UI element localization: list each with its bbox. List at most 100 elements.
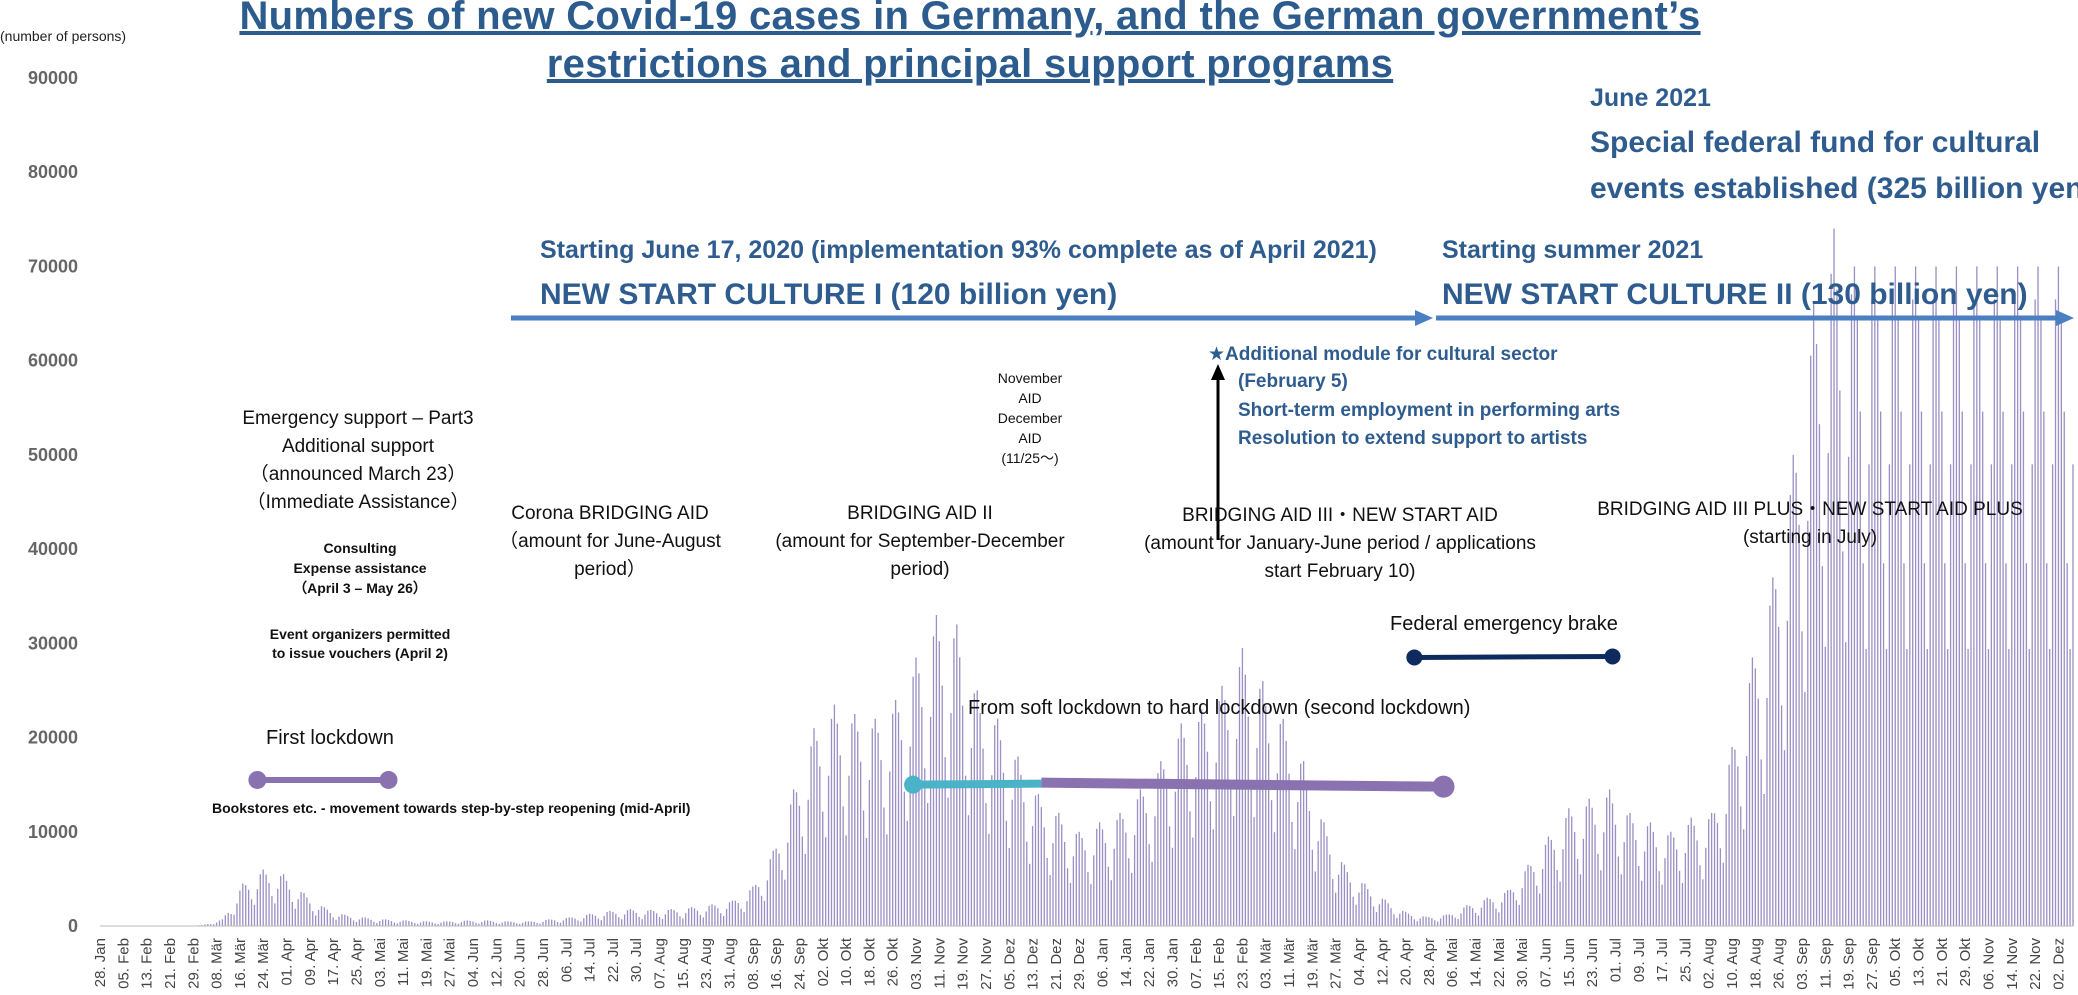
bar <box>1431 918 1433 926</box>
bar <box>1282 718 1284 926</box>
x-tick-label: 07. Aug <box>652 938 669 989</box>
bar <box>1378 904 1381 926</box>
bar <box>1932 299 1934 926</box>
x-tick-label: 28. Apr <box>1421 938 1438 986</box>
bar <box>1110 880 1112 926</box>
bar <box>1655 847 1657 926</box>
bar <box>320 906 323 926</box>
bar <box>650 909 652 926</box>
bar <box>778 853 780 926</box>
bar <box>1853 266 1856 926</box>
bar <box>1300 763 1302 926</box>
x-tick-label: 03. Mär <box>1258 938 1275 989</box>
bar <box>1480 907 1483 926</box>
x-tick-label: 01. Apr <box>279 938 296 986</box>
bar <box>1530 865 1532 926</box>
bar <box>810 746 812 926</box>
bridge2-line-1: BRIDGING AID II <box>847 503 993 524</box>
bar <box>1769 605 1771 926</box>
nsc1-arrow-head <box>1415 310 1433 326</box>
x-tick-label: 13. Dez <box>1025 938 1042 990</box>
bar <box>2008 648 2010 926</box>
bar <box>1212 829 1214 926</box>
bar <box>1133 835 1136 926</box>
bar <box>760 895 763 926</box>
bar <box>1565 817 1567 926</box>
x-tick-label: 06. Mai <box>1444 938 1461 987</box>
bar <box>1518 904 1520 926</box>
bar <box>1632 823 1634 926</box>
bar <box>475 922 477 926</box>
bar <box>1489 899 1491 926</box>
chart-title-line-2: restrictions and principal support progr… <box>546 42 1394 86</box>
bar <box>1827 453 1829 926</box>
bar <box>1839 390 1841 926</box>
bar <box>242 883 244 926</box>
bar <box>1402 910 1404 926</box>
bar <box>431 922 433 926</box>
bar <box>507 921 509 926</box>
bar <box>1084 850 1086 926</box>
bar <box>1635 839 1637 926</box>
bar <box>795 792 798 926</box>
consult-line-1: Consulting <box>323 540 397 556</box>
bar <box>294 908 296 926</box>
bar <box>1308 811 1311 926</box>
bar <box>1291 821 1293 926</box>
bar <box>1031 826 1034 926</box>
bar <box>725 908 728 926</box>
bar <box>1230 784 1232 926</box>
bar <box>1830 273 1832 926</box>
bar <box>352 920 355 926</box>
bar <box>1667 835 1669 926</box>
bar <box>586 914 588 926</box>
bar <box>889 771 891 926</box>
bar <box>1046 857 1048 926</box>
bar <box>1145 813 1147 926</box>
bar <box>524 921 527 926</box>
bar <box>1052 843 1054 926</box>
bar <box>384 919 387 926</box>
bar <box>1337 874 1340 926</box>
x-tick-label: 24. Sep <box>791 938 808 990</box>
bar <box>1483 900 1485 926</box>
emerg-line-4: （Immediate Assistance） <box>246 492 470 513</box>
second-lockdown-start-dot <box>904 775 923 794</box>
x-tick-label: 31. Aug <box>721 938 738 989</box>
bar <box>1912 299 1914 926</box>
bar <box>2022 411 2025 927</box>
bar <box>1002 772 1005 926</box>
bar <box>871 728 873 926</box>
bar <box>848 775 850 926</box>
bar <box>1329 854 1331 926</box>
bar <box>2005 563 2007 926</box>
bar <box>1285 740 1287 926</box>
bar <box>376 922 378 926</box>
bar <box>924 768 926 926</box>
bar <box>702 917 704 926</box>
bar <box>825 837 827 926</box>
bar <box>466 920 468 926</box>
bar <box>2028 648 2030 926</box>
bar <box>1836 289 1838 926</box>
bar <box>533 921 535 926</box>
bar <box>1253 817 1255 926</box>
bar <box>763 900 766 926</box>
bar <box>1448 914 1450 926</box>
bar <box>274 903 276 926</box>
bar <box>282 874 285 926</box>
bar <box>615 913 617 926</box>
bar <box>1856 319 1858 927</box>
bar <box>1754 668 1756 926</box>
bar <box>1708 819 1710 926</box>
bar <box>912 676 914 926</box>
bar <box>1005 820 1008 926</box>
x-tick-label: 20. Apr <box>1398 938 1415 986</box>
chart-title-line-1: Numbers of new Covid-19 cases in Germany… <box>239 0 1701 38</box>
bar <box>941 685 943 926</box>
bar <box>1524 871 1526 926</box>
bar <box>909 746 911 926</box>
bar <box>1539 893 1541 926</box>
bar <box>1235 738 1238 926</box>
bar <box>1649 822 1652 926</box>
